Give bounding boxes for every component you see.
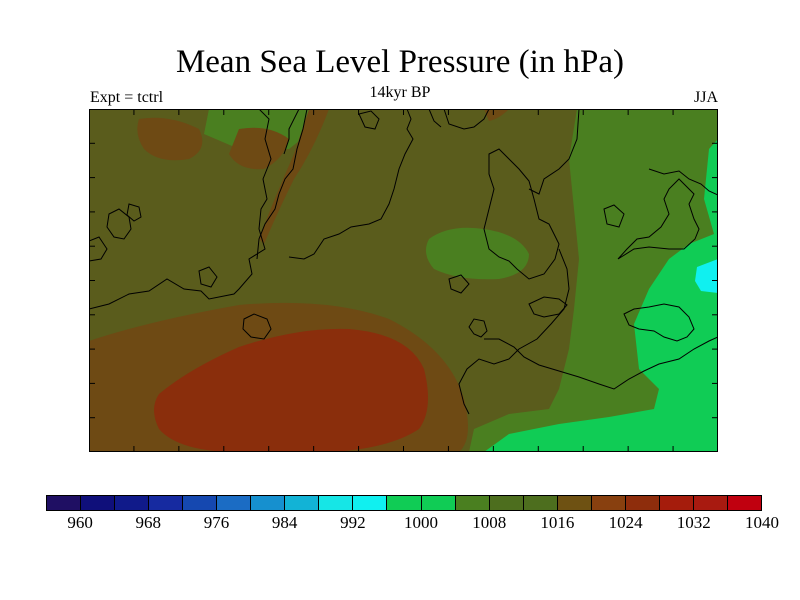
colorbar-box [81, 496, 116, 510]
colorbar-box [319, 496, 354, 510]
colorbar-label: 1000 [404, 513, 439, 532]
colorbar-box [659, 496, 694, 510]
colorbar-label: 976 [203, 513, 230, 532]
colorbar-box [47, 496, 82, 510]
pressure-field-1000 [484, 109, 718, 452]
colorbar-box [251, 496, 286, 510]
coastline [89, 109, 718, 415]
colorbar-box [183, 496, 218, 510]
pressure-colorbar [46, 495, 762, 511]
chart-title: Mean Sea Level Pressure (in hPa) [175, 44, 625, 80]
map-frame [89, 109, 718, 452]
colorbar-label: 1040 [745, 513, 779, 532]
colorbar-box [727, 496, 761, 510]
colorbar-label: 968 [135, 513, 162, 532]
colorbar-box [523, 496, 558, 510]
colorbar-box [455, 496, 490, 510]
colorbar-label: 960 [67, 513, 93, 532]
colorbar-box [489, 496, 524, 510]
experiment-label: Expt = tctrl [90, 89, 164, 106]
colorbar-label: 1024 [608, 513, 643, 532]
colorbar-box [421, 496, 456, 510]
pressure-field-1032 [154, 328, 428, 452]
colorbar-label: 1008 [472, 513, 507, 532]
colorbar-box [625, 496, 660, 510]
colorbar-box [557, 496, 592, 510]
colorbar-label: 1016 [540, 513, 575, 532]
colorbar-box [353, 496, 388, 510]
season-label: JJA [693, 89, 718, 106]
colorbar-box [693, 496, 728, 510]
pressure-map [89, 109, 718, 452]
colorbar-box [387, 496, 422, 510]
pressure-field-992 [695, 259, 718, 293]
colorbar-label: 1032 [676, 513, 711, 532]
colorbar-box [591, 496, 626, 510]
colorbar-box [115, 496, 150, 510]
colorbar-box [217, 496, 252, 510]
colorbar-labels: 960 968 976 984 992 1000 1008 1016 1024 1032 1040 [46, 513, 779, 535]
time-period-label: 14kyr BP [369, 84, 431, 101]
colorbar-box [149, 496, 184, 510]
colorbar-label: 992 [340, 513, 366, 532]
colorbar-label: 984 [271, 513, 298, 532]
colorbar-box [285, 496, 320, 510]
pressure-field-1008 [204, 109, 718, 452]
